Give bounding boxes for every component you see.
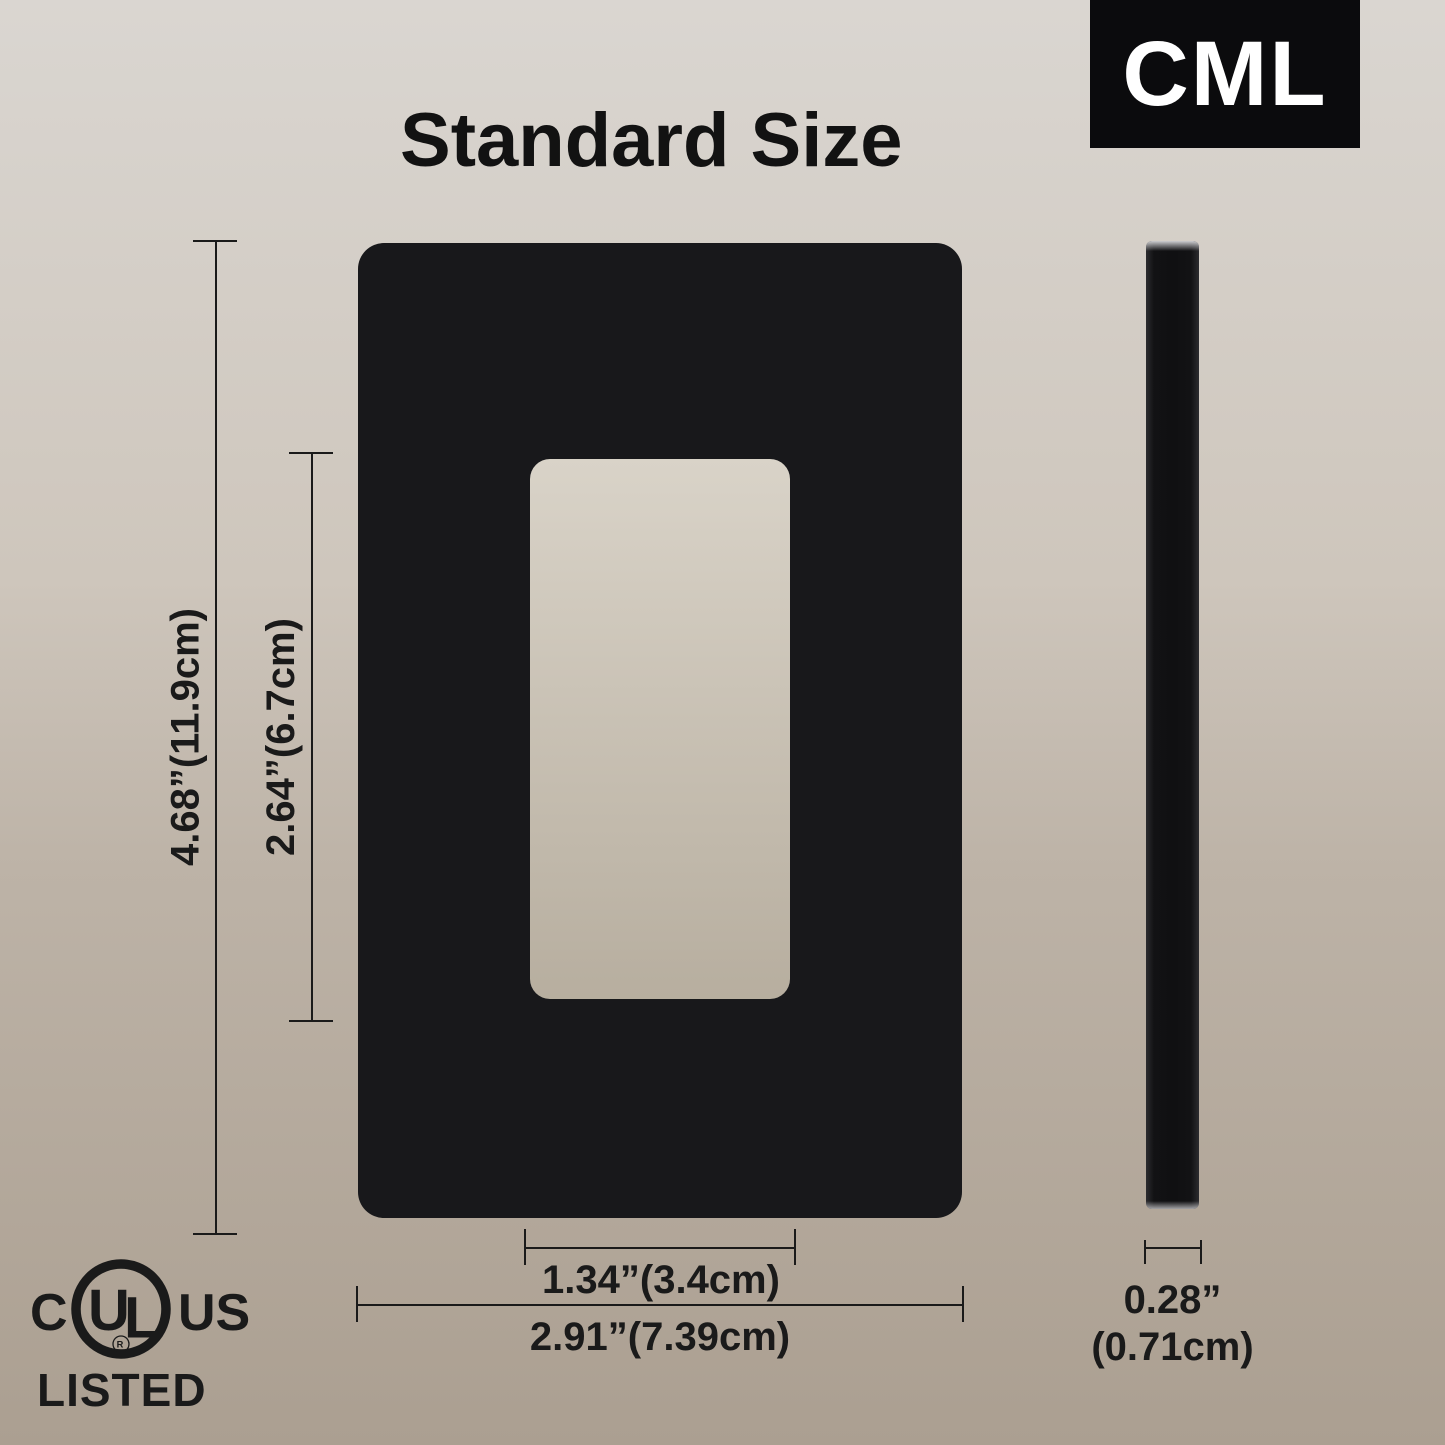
svg-text:C: C [30,1284,68,1342]
svg-text:R: R [117,1339,124,1349]
svg-text:US: US [178,1284,250,1342]
svg-text:L: L [124,1286,159,1351]
